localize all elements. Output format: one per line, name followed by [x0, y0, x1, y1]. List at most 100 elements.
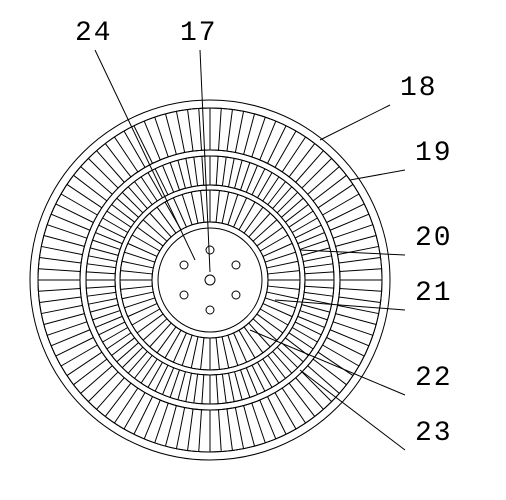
spoke — [304, 292, 333, 296]
spoke — [235, 160, 243, 188]
center-hole — [205, 275, 215, 285]
spoke — [90, 248, 118, 256]
label-19: 19 — [415, 138, 453, 169]
spoke — [339, 258, 381, 263]
spoke — [327, 204, 365, 223]
spoke — [257, 314, 283, 333]
spoke — [289, 383, 315, 416]
spoke — [122, 192, 143, 213]
spoke — [227, 409, 232, 451]
spoke — [303, 256, 331, 262]
spoke — [267, 292, 298, 299]
spoke — [289, 211, 313, 227]
label-21: 21 — [415, 278, 453, 309]
spoke — [67, 352, 102, 375]
spoke — [143, 220, 167, 241]
spoke — [285, 205, 308, 223]
spoke — [56, 337, 94, 356]
bolt-hole — [206, 246, 214, 254]
spoke — [38, 289, 80, 292]
leader-line-23 — [300, 370, 405, 450]
spoke — [194, 374, 198, 403]
spoke — [273, 351, 292, 373]
spoke — [340, 289, 382, 292]
spoke — [216, 190, 219, 222]
bolt-hole — [232, 261, 240, 269]
spoke — [132, 309, 160, 325]
spoke — [296, 378, 324, 410]
spoke — [313, 175, 346, 201]
spoke — [56, 204, 94, 223]
spoke — [302, 305, 330, 313]
spoke — [323, 194, 359, 215]
spoke — [268, 286, 300, 289]
spoke — [107, 333, 131, 349]
spoke — [302, 372, 332, 402]
spoke — [112, 338, 135, 356]
spoke — [267, 397, 286, 435]
spoke — [81, 167, 113, 195]
spoke — [86, 286, 115, 288]
spoke — [137, 314, 163, 333]
leader-line-17 — [200, 50, 210, 272]
spoke — [258, 173, 273, 198]
spoke — [235, 372, 243, 400]
spoke — [61, 345, 97, 366]
spoke — [253, 319, 277, 340]
spoke — [128, 351, 147, 373]
spoke — [178, 160, 186, 188]
spoke — [292, 218, 317, 233]
spoke — [263, 359, 279, 383]
hub-holes — [180, 246, 240, 314]
label-18: 18 — [400, 73, 438, 104]
spoke — [122, 347, 143, 368]
spoke — [302, 158, 332, 188]
spoke — [244, 114, 255, 155]
spoke — [281, 198, 303, 217]
spoke — [340, 269, 382, 272]
leader-line-21 — [275, 300, 405, 310]
spoke — [81, 366, 113, 394]
label-24: 24 — [75, 18, 113, 49]
spoke — [105, 383, 131, 416]
spoke — [339, 297, 381, 302]
spoke — [143, 319, 167, 340]
spoke — [239, 330, 255, 358]
spoke — [275, 131, 296, 167]
diagram-svg: 2417181920212223 — [0, 0, 506, 500]
spoke — [257, 227, 283, 246]
concentric-rings — [30, 100, 390, 460]
spoke — [122, 292, 153, 299]
spoke — [61, 194, 97, 215]
spoke — [202, 375, 204, 404]
spoke — [267, 261, 298, 268]
spoke — [157, 327, 176, 353]
spoke — [124, 393, 145, 429]
spoke — [39, 258, 81, 263]
spoke — [282, 388, 305, 423]
spoke — [120, 286, 152, 289]
spoke — [327, 337, 365, 356]
leader-line-24 — [95, 50, 195, 260]
spoke — [134, 397, 153, 435]
spoke — [88, 299, 116, 305]
ring-circle — [158, 228, 262, 332]
spoke — [141, 359, 157, 383]
spoke — [120, 271, 152, 274]
spoke — [258, 362, 273, 387]
spoke — [186, 158, 192, 186]
spoke — [267, 126, 286, 164]
spoke — [44, 235, 85, 246]
spoke — [222, 192, 229, 223]
bolt-hole — [180, 261, 188, 269]
spoke — [202, 156, 204, 185]
spoke — [244, 406, 255, 447]
spoke — [134, 126, 153, 164]
spoke — [260, 235, 288, 251]
spoke — [150, 213, 171, 237]
spoke — [191, 192, 198, 223]
spoke — [282, 137, 305, 172]
spoke — [74, 359, 107, 385]
spoke — [165, 406, 176, 447]
spoke — [191, 337, 198, 368]
